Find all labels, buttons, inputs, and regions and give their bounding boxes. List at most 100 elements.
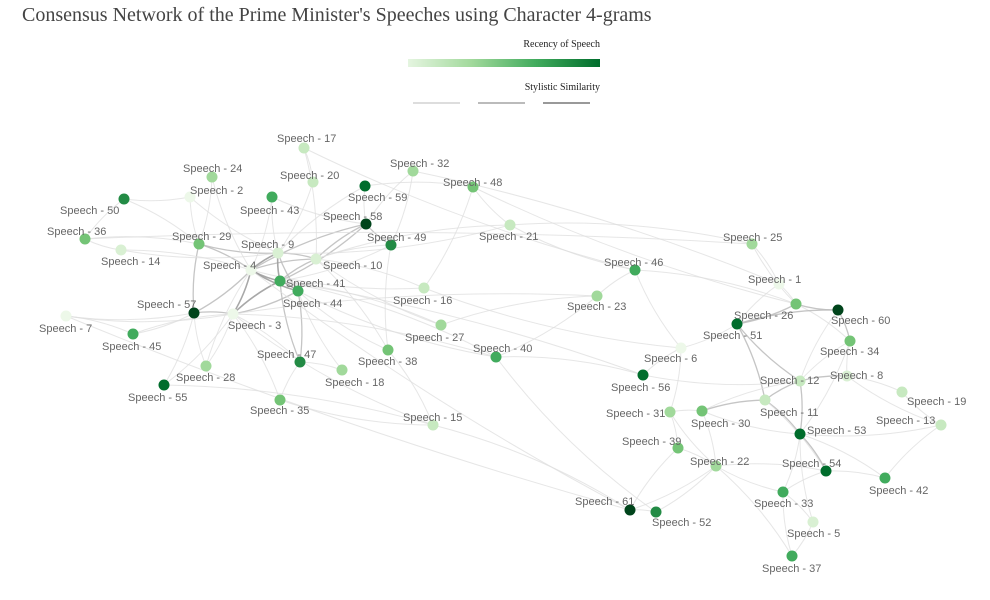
edge-47-41 <box>279 280 301 363</box>
speech-node-6[interactable] <box>675 342 687 354</box>
legend-similarity-high <box>543 102 590 104</box>
speech-node-50[interactable] <box>118 193 130 205</box>
speech-node-7[interactable] <box>60 310 72 322</box>
speech-node-26[interactable] <box>790 298 802 310</box>
speech-node-8[interactable] <box>841 370 853 382</box>
speech-label-43: Speech - 43 <box>240 205 299 217</box>
edge-10-58 <box>315 223 367 260</box>
speech-node-11[interactable] <box>759 394 771 406</box>
speech-node-54[interactable] <box>820 465 832 477</box>
speech-node-59[interactable] <box>359 180 371 192</box>
speech-node-29[interactable] <box>193 238 205 250</box>
edge-56-12 <box>642 374 801 386</box>
edge-22-54 <box>715 463 827 472</box>
edge-40-41 <box>279 280 497 358</box>
speech-node-22[interactable] <box>710 460 722 472</box>
edge-18-47 <box>299 361 343 371</box>
edge-27-41 <box>279 280 442 326</box>
speech-node-47[interactable] <box>294 356 306 368</box>
speech-node-9[interactable] <box>272 247 284 259</box>
speech-node-12[interactable] <box>794 375 806 387</box>
speech-node-5[interactable] <box>807 516 819 528</box>
edge-3-40 <box>232 313 497 358</box>
speech-label-47: Speech - 47 <box>257 349 316 361</box>
speech-node-41[interactable] <box>274 275 286 287</box>
speech-node-3[interactable] <box>227 308 239 320</box>
edge-60-12 <box>799 309 839 382</box>
edge-22-61 <box>629 465 717 511</box>
speech-node-36[interactable] <box>79 233 91 245</box>
speech-node-24[interactable] <box>206 171 218 183</box>
speech-node-19[interactable] <box>896 386 908 398</box>
edge-55-15 <box>163 384 434 426</box>
speech-node-56[interactable] <box>637 369 649 381</box>
speech-node-38[interactable] <box>382 344 394 356</box>
speech-node-48[interactable] <box>467 181 479 193</box>
speech-node-33[interactable] <box>777 486 789 498</box>
legend-recency-gradient <box>408 59 600 67</box>
speech-node-30[interactable] <box>696 405 708 417</box>
speech-node-17[interactable] <box>298 142 310 154</box>
speech-node-25[interactable] <box>746 238 758 250</box>
speech-node-46[interactable] <box>629 264 641 276</box>
speech-node-32[interactable] <box>407 165 419 177</box>
speech-label-60: Speech - 60 <box>831 315 890 327</box>
speech-node-40[interactable] <box>490 351 502 363</box>
speech-node-2[interactable] <box>184 191 196 203</box>
speech-node-53[interactable] <box>794 428 806 440</box>
speech-node-4[interactable] <box>245 264 257 276</box>
speech-node-57[interactable] <box>188 307 200 319</box>
edge-24-4 <box>211 176 252 271</box>
speech-label-34: Speech - 34 <box>820 346 879 358</box>
speech-node-27[interactable] <box>435 319 447 331</box>
speech-node-60[interactable] <box>832 304 844 316</box>
speech-node-51[interactable] <box>731 318 743 330</box>
speech-node-58[interactable] <box>360 218 372 230</box>
speech-node-10[interactable] <box>310 253 322 265</box>
speech-label-5: Speech - 5 <box>787 528 840 540</box>
edge-36-14 <box>84 238 122 251</box>
speech-node-37[interactable] <box>786 550 798 562</box>
speech-label-40: Speech - 40 <box>473 343 532 355</box>
speech-node-15[interactable] <box>427 419 439 431</box>
speech-node-35[interactable] <box>274 394 286 406</box>
speech-node-14[interactable] <box>115 244 127 256</box>
speech-node-49[interactable] <box>385 239 397 251</box>
speech-node-39[interactable] <box>672 442 684 454</box>
edge-35-15 <box>279 399 434 426</box>
speech-label-2: Speech - 2 <box>190 185 243 197</box>
speech-node-52[interactable] <box>650 506 662 518</box>
speech-node-42[interactable] <box>879 472 891 484</box>
speech-node-23[interactable] <box>591 290 603 302</box>
edge-4-10 <box>250 258 317 271</box>
speech-node-43[interactable] <box>266 191 278 203</box>
speech-label-15: Speech - 15 <box>403 412 462 424</box>
legend-similarity-low <box>413 102 460 104</box>
speech-node-18[interactable] <box>336 364 348 376</box>
speech-node-21[interactable] <box>504 219 516 231</box>
speech-node-13[interactable] <box>935 419 947 431</box>
speech-label-6: Speech - 6 <box>644 353 697 365</box>
speech-node-16[interactable] <box>418 282 430 294</box>
edge-4-57 <box>193 269 252 314</box>
speech-node-1[interactable] <box>773 278 785 290</box>
speech-node-45[interactable] <box>127 328 139 340</box>
speech-node-28[interactable] <box>200 360 212 372</box>
edge-2-9 <box>189 196 279 254</box>
speech-node-31[interactable] <box>664 406 676 418</box>
edge-16-10 <box>315 258 425 289</box>
edge-31-22 <box>669 411 717 467</box>
speech-label-17: Speech - 17 <box>277 133 336 145</box>
speech-node-61[interactable] <box>624 504 636 516</box>
speech-label-35: Speech - 35 <box>250 405 309 417</box>
speech-node-34[interactable] <box>844 335 856 347</box>
edge-23-3 <box>232 293 598 315</box>
edge-52-40 <box>495 356 657 513</box>
speech-node-20[interactable] <box>307 176 319 188</box>
speech-label-37: Speech - 37 <box>762 563 821 575</box>
speech-label-55: Speech - 55 <box>128 392 187 404</box>
speech-node-44[interactable] <box>292 285 304 297</box>
speech-node-55[interactable] <box>158 379 170 391</box>
edge-53-5 <box>799 433 814 523</box>
edge-49-41 <box>279 244 392 282</box>
